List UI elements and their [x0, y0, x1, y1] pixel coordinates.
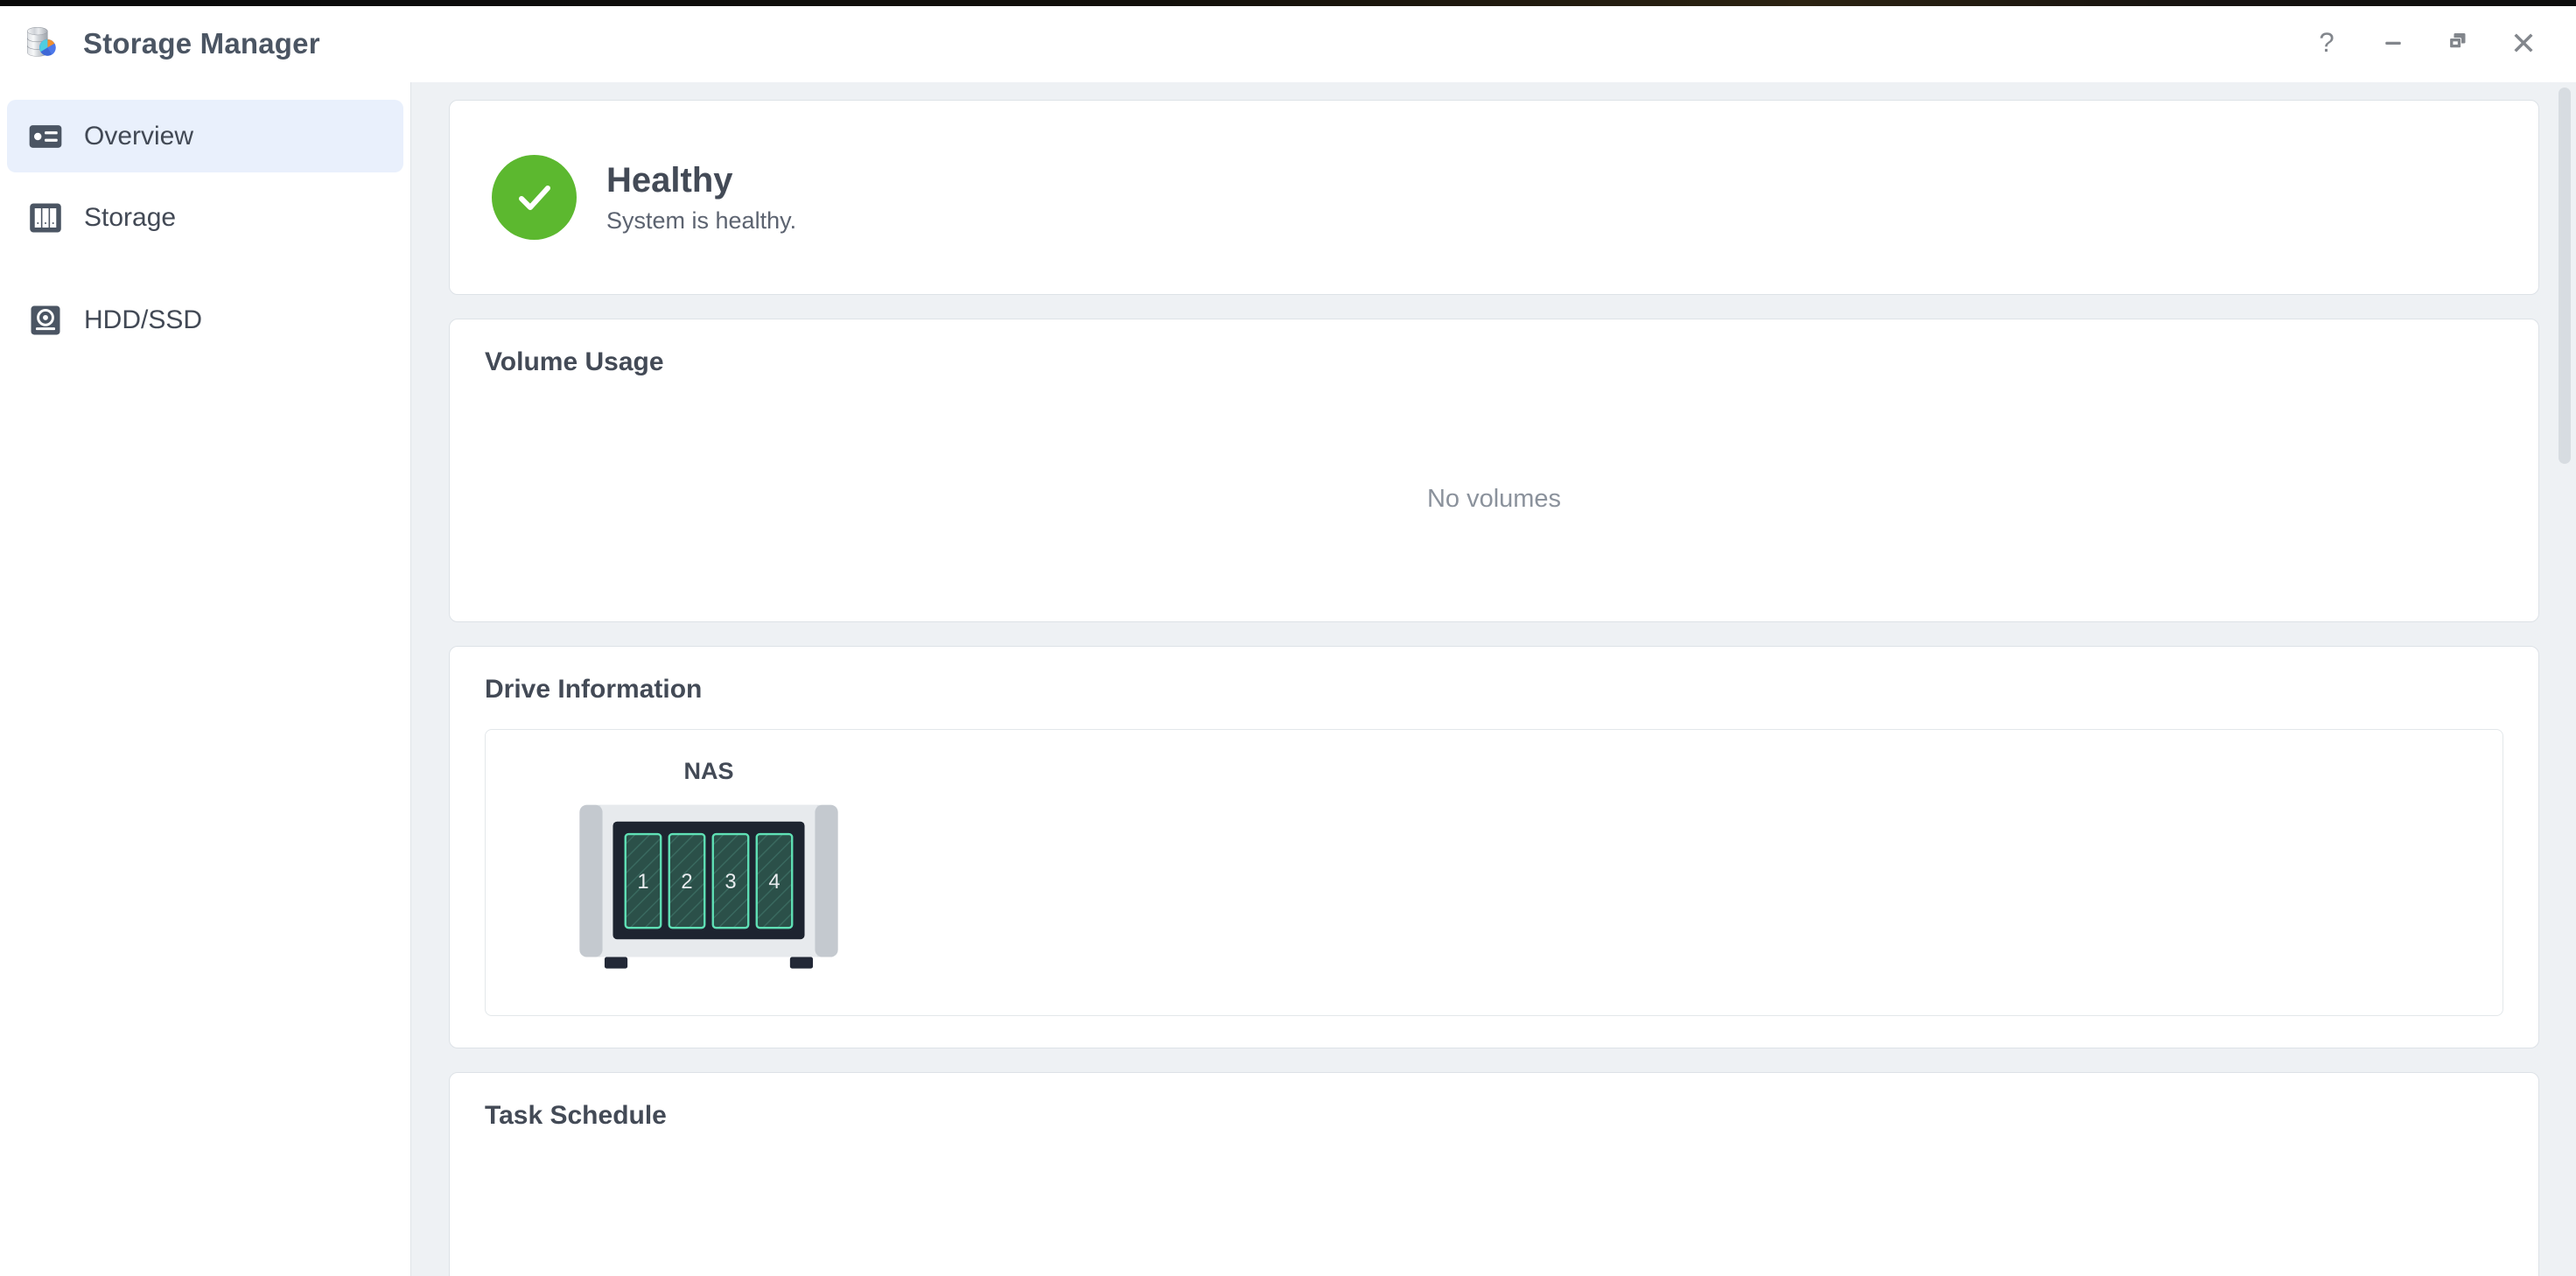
svg-text:?: ?: [2319, 28, 2334, 58]
svg-text:1: 1: [637, 870, 648, 894]
svg-text:4: 4: [768, 870, 780, 894]
svg-text:3: 3: [724, 870, 736, 894]
svg-text:2: 2: [681, 870, 692, 894]
